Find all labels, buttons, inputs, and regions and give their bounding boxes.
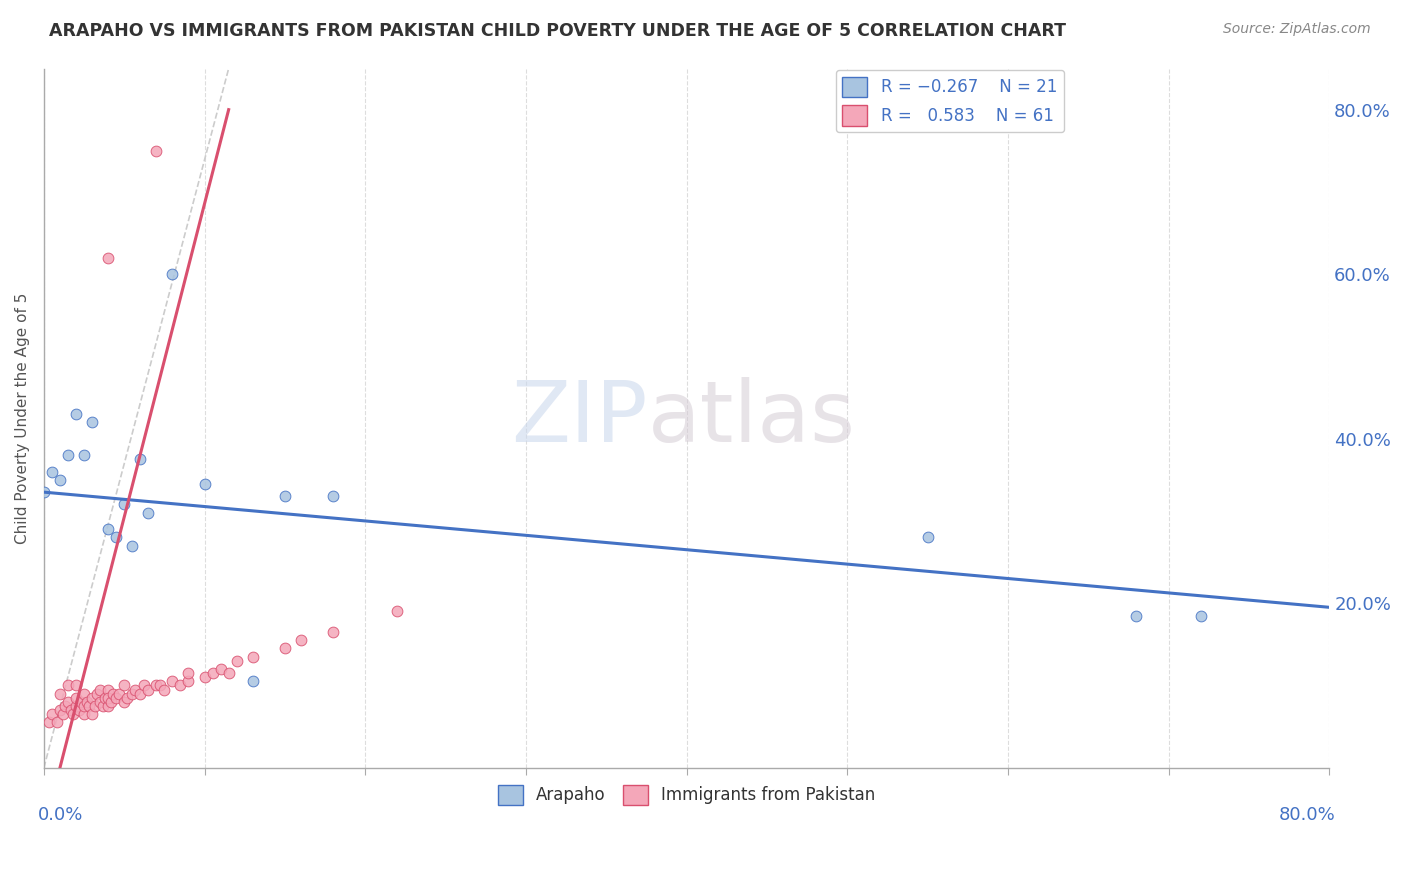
Point	[53, 698, 76, 713]
Y-axis label: Child Poverty Under the Age of 5: Child Poverty Under the Age of 5	[15, 293, 30, 544]
Point	[73, 448, 96, 462]
Point	[274, 641, 297, 656]
Text: ARAPAHO VS IMMIGRANTS FROM PAKISTAN CHILD POVERTY UNDER THE AGE OF 5 CORRELATION: ARAPAHO VS IMMIGRANTS FROM PAKISTAN CHIL…	[49, 22, 1066, 40]
Point	[60, 703, 83, 717]
Point	[84, 698, 107, 713]
Point	[38, 715, 60, 730]
Point	[32, 485, 55, 500]
Point	[917, 530, 939, 544]
Point	[132, 678, 155, 692]
Point	[52, 707, 75, 722]
Point	[169, 678, 191, 692]
Point	[162, 267, 184, 281]
Point	[73, 707, 96, 722]
Point	[242, 649, 264, 664]
Point	[112, 695, 135, 709]
Point	[56, 678, 79, 692]
Point	[89, 682, 111, 697]
Point	[86, 687, 108, 701]
Text: atlas: atlas	[648, 376, 856, 459]
Point	[97, 698, 120, 713]
Point	[209, 662, 232, 676]
Point	[322, 489, 344, 503]
Point	[97, 251, 120, 265]
Point	[105, 530, 128, 544]
Point	[124, 682, 146, 697]
Point	[100, 695, 122, 709]
Point	[56, 448, 79, 462]
Point	[105, 690, 128, 705]
Point	[80, 690, 103, 705]
Point	[290, 633, 312, 648]
Point	[65, 678, 87, 692]
Point	[101, 687, 124, 701]
Point	[1125, 608, 1147, 623]
Point	[129, 687, 152, 701]
Point	[274, 489, 297, 503]
Point	[76, 695, 98, 709]
Text: Source: ZipAtlas.com: Source: ZipAtlas.com	[1223, 22, 1371, 37]
Point	[45, 715, 67, 730]
Point	[225, 654, 247, 668]
Point	[41, 707, 63, 722]
Point	[49, 703, 72, 717]
Text: 80.0%: 80.0%	[1279, 806, 1336, 824]
Point	[129, 452, 152, 467]
Point	[242, 674, 264, 689]
Point	[56, 695, 79, 709]
Point	[49, 473, 72, 487]
Point	[153, 682, 176, 697]
Text: 0.0%: 0.0%	[38, 806, 83, 824]
Point	[62, 707, 84, 722]
Point	[73, 698, 96, 713]
Text: ZIP: ZIP	[512, 376, 648, 459]
Point	[97, 682, 120, 697]
Legend: Arapaho, Immigrants from Pakistan: Arapaho, Immigrants from Pakistan	[491, 778, 882, 812]
Point	[322, 624, 344, 639]
Point	[148, 678, 170, 692]
Point	[218, 666, 240, 681]
Point	[65, 698, 87, 713]
Point	[69, 695, 91, 709]
Point	[145, 144, 167, 158]
Point	[65, 690, 87, 705]
Point	[177, 666, 200, 681]
Point	[121, 539, 143, 553]
Point	[80, 707, 103, 722]
Point	[112, 678, 135, 692]
Point	[193, 477, 215, 491]
Point	[121, 687, 143, 701]
Point	[387, 604, 409, 618]
Point	[41, 465, 63, 479]
Point	[136, 682, 159, 697]
Point	[97, 690, 120, 705]
Point	[94, 690, 117, 705]
Point	[80, 415, 103, 429]
Point	[97, 522, 120, 536]
Point	[67, 703, 90, 717]
Point	[49, 687, 72, 701]
Point	[77, 698, 100, 713]
Point	[177, 674, 200, 689]
Point	[193, 670, 215, 684]
Point	[117, 690, 139, 705]
Point	[162, 674, 184, 689]
Point	[112, 498, 135, 512]
Point	[201, 666, 224, 681]
Point	[1189, 608, 1212, 623]
Point	[108, 687, 131, 701]
Point	[91, 698, 114, 713]
Point	[136, 506, 159, 520]
Point	[65, 407, 87, 421]
Point	[73, 687, 96, 701]
Point	[89, 695, 111, 709]
Point	[145, 678, 167, 692]
